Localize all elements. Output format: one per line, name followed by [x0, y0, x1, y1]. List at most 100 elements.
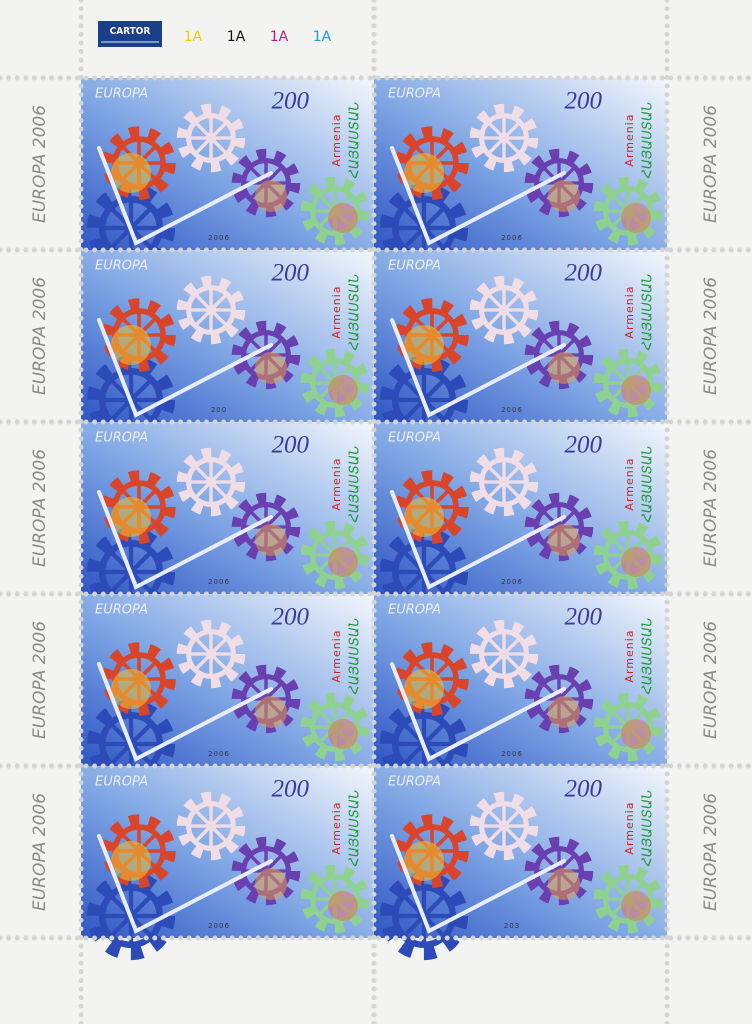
gear-hub	[622, 205, 634, 217]
gear-teeth	[469, 103, 539, 173]
margin-text: EUROPA 2006	[701, 277, 721, 395]
gear-rim	[603, 530, 653, 580]
stamp-country-native: ՀԱՅԱՍՏԱՆ	[641, 790, 656, 867]
gear-teeth	[300, 348, 370, 418]
gear-hub	[622, 549, 634, 561]
gear-tint	[404, 325, 444, 365]
gear-teeth	[300, 864, 370, 934]
gear-teeth	[102, 298, 176, 372]
stamp-denomination: 200	[272, 776, 310, 803]
gear-hub	[205, 304, 217, 316]
stamp-country-native: ՀԱՅԱՍՏԱՆ	[641, 446, 656, 523]
pencil	[390, 490, 566, 590]
stamp-year: 203	[504, 922, 520, 930]
gear-teeth	[176, 275, 246, 345]
gear-tint	[111, 841, 151, 881]
pencil	[390, 318, 566, 418]
stamp-country: Armenia	[330, 801, 343, 854]
stamp: EUROPA 200 Armenia ՀԱՅԱՍՏԱՆ 2006	[81, 594, 374, 789]
gear-hub	[205, 132, 217, 144]
stamp: EUROPA 200 Armenia ՀԱՅԱՍՏԱՆ 2006	[374, 250, 667, 445]
margin-text: EUROPA 2006	[701, 449, 721, 567]
stamp: EUROPA 200 Armenia ՀԱՅԱՍՏԱՆ 203	[374, 766, 667, 961]
gear-teeth	[102, 814, 176, 888]
gear-tint	[111, 153, 151, 193]
gear-tint	[328, 719, 358, 749]
gear-tint	[548, 696, 580, 728]
stamp-country-native: ՀԱՅԱՍՏԱՆ	[641, 274, 656, 351]
margin-text: EUROPA 2006	[701, 621, 721, 739]
gear-tint	[255, 524, 287, 556]
gear-hub	[205, 820, 217, 832]
gear-tint	[404, 153, 444, 193]
stamp-year: 2006	[208, 750, 230, 758]
stamp-country-native: ՀԱՅԱՍՏԱՆ	[641, 618, 656, 695]
gear-tint	[255, 180, 287, 212]
stamp: EUROPA 200 Armenia ՀԱՅԱՍՏԱՆ 200	[81, 250, 374, 445]
color-mark: 1A	[270, 29, 289, 45]
pencil	[390, 834, 566, 934]
gear-teeth	[469, 791, 539, 861]
gear-teeth	[469, 619, 539, 689]
gear-tint	[548, 868, 580, 900]
stamp: EUROPA 200 Armenia ՀԱՅԱՍՏԱՆ 2006	[374, 422, 667, 617]
gear-teeth	[102, 642, 176, 716]
stamp-denomination: 200	[272, 88, 310, 115]
pencil	[97, 662, 273, 762]
gear-tint	[328, 375, 358, 405]
gear-teeth	[593, 176, 663, 246]
stamp-country-native: ՀԱՅԱՍՏԱՆ	[348, 102, 363, 179]
stamp-country-native: ՀԱՅԱՍՏԱՆ	[348, 618, 363, 695]
stamp-country-native: ՀԱՅԱՍՏԱՆ	[641, 102, 656, 179]
gear-teeth	[102, 470, 176, 544]
gear-hub	[205, 476, 217, 488]
stamp: EUROPA 200 Armenia ՀԱՅԱՍՏԱՆ 2006	[81, 422, 374, 617]
gear-teeth	[395, 814, 469, 888]
gear-tint	[548, 352, 580, 384]
gear-hub	[622, 377, 634, 389]
stamp-denomination: 200	[272, 432, 310, 459]
stamp-denomination: 200	[565, 432, 603, 459]
stamp-country: Armenia	[330, 629, 343, 682]
stamp-country-native: ՀԱՅԱՍՏԱՆ	[348, 790, 363, 867]
gear-teeth	[102, 126, 176, 200]
stamp-year: 2006	[208, 234, 230, 242]
stamp-denomination: 200	[565, 604, 603, 631]
stamp-year: 2006	[208, 922, 230, 930]
stamp-denomination: 200	[565, 776, 603, 803]
stamp-brand: EUROPA	[388, 775, 441, 790]
stamp-brand: EUROPA	[388, 87, 441, 102]
gear-teeth	[300, 520, 370, 590]
gear-tint	[328, 203, 358, 233]
margin-text: EUROPA 2006	[30, 277, 50, 395]
gear-teeth	[300, 176, 370, 246]
gear-hub	[329, 721, 341, 733]
stamp-country-native: ՀԱՅԱՍՏԱՆ	[348, 446, 363, 523]
gear-hub	[622, 893, 634, 905]
gear-tint	[548, 524, 580, 556]
gear-teeth	[395, 470, 469, 544]
gear-tint	[255, 696, 287, 728]
gear-tint	[111, 497, 151, 537]
stamp-country: Armenia	[623, 457, 636, 510]
gear-hub	[329, 549, 341, 561]
gear-hub	[498, 820, 510, 832]
gear-tint	[621, 719, 651, 749]
stamp-country: Armenia	[623, 629, 636, 682]
gear-teeth	[176, 447, 246, 517]
gear-tint	[404, 497, 444, 537]
stamp-country: Armenia	[623, 113, 636, 166]
gear-teeth	[469, 275, 539, 345]
margin-text: EUROPA 2006	[701, 793, 721, 911]
gear-hub	[498, 304, 510, 316]
gear-teeth	[300, 692, 370, 762]
gear-tint	[255, 352, 287, 384]
gear-teeth	[469, 447, 539, 517]
margin-text: EUROPA 2006	[30, 621, 50, 739]
stamp-country: Armenia	[623, 285, 636, 338]
gear-hub	[622, 721, 634, 733]
gear-teeth	[176, 619, 246, 689]
gear-tint	[548, 180, 580, 212]
